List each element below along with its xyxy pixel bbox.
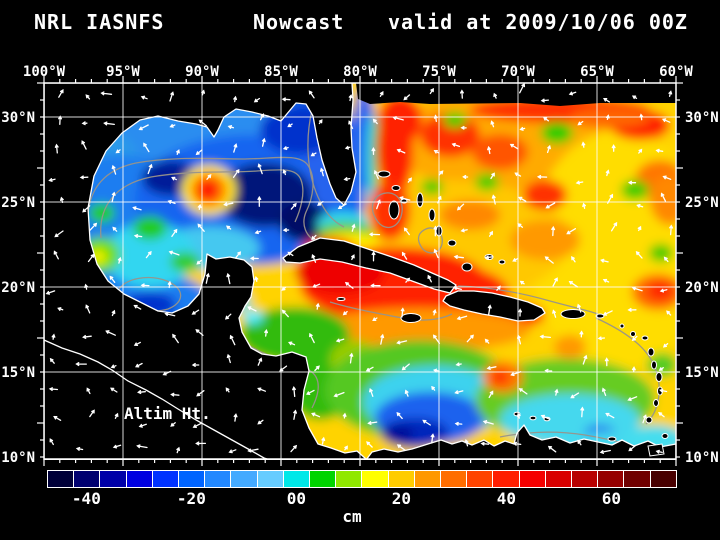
cuba-island [282,237,457,294]
colorbar-cell [572,471,598,487]
lat-tick-label-left: 30°N [1,110,35,126]
colorbar-tick-label: -40 [71,489,101,508]
colorbar-cell [283,471,310,487]
colorbar-tick-label: 60 [601,489,622,508]
model-boundary-mask [356,83,676,106]
lon-tick-label: 100°W [23,64,66,80]
colorbar-cell [467,471,493,487]
colorbar-cell [74,471,100,487]
colorbar-cell [598,471,624,487]
colorbar-cell [362,471,388,487]
lat-tick-label-right: 20°N [685,280,719,296]
lat-tick-label-right: 10°N [685,450,719,466]
colorbar-unit-label: cm [342,507,362,526]
lat-tick-label-right: 30°N [685,110,719,126]
colorbar-cell [310,471,336,487]
lat-tick-label-left: 15°N [1,365,35,381]
lon-tick-label: 90°W [185,64,219,80]
colorbar-cell [545,471,572,487]
colorbar-cell [48,471,74,487]
colorbar-cell [205,471,231,487]
variable-annotation: Altim Ht. [124,404,211,423]
lat-tick-label-right: 25°N [685,195,719,211]
colorbar [47,470,677,488]
jamaica-island [400,313,422,323]
land-layer [44,83,676,460]
valid-time-label: valid at 2009/10/06 00Z [388,10,688,34]
lon-tick-label: 80°W [343,64,377,80]
colorbar-cell [179,471,205,487]
graticule-layer [44,83,676,459]
puerto-rico-island [560,309,586,319]
lesser-antilles-islands [513,313,669,457]
colorbar-cell [519,471,545,487]
lon-tick-label: 65°W [580,64,614,80]
cayman-island [336,297,346,301]
lat-tick-label-left: 20°N [1,280,35,296]
product-name: NRL IASNFS [34,10,165,34]
lon-tick-label: 95°W [106,64,140,80]
colorbar-cell [493,471,519,487]
colorbar-cell [336,471,362,487]
colorbar-cell [126,471,152,487]
colorbar-cell [388,471,414,487]
contour-layer [87,109,660,450]
map-border [43,82,677,460]
colorbar-tick-label: 20 [391,489,412,508]
lat-tick-label-right: 15°N [685,365,719,381]
colorbar-tick-label: 00 [286,489,307,508]
lon-tick-label: 75°W [422,64,456,80]
colorbar-cell [231,471,257,487]
colorbar-tick-label: 40 [496,489,517,508]
colorbar-tick-label: -20 [176,489,206,508]
bahamas-islands [377,170,506,272]
colorbar-cell [441,471,467,487]
lat-tick-label-left: 10°N [1,450,35,466]
colorbar-cell [624,471,650,487]
run-type-label: Nowcast [253,10,345,34]
lon-tick-label: 70°W [501,64,535,80]
colorbar-cell [414,471,441,487]
lon-tick-label: 85°W [264,64,298,80]
current-arrows-layer [45,83,674,454]
colorbar-cell [152,471,179,487]
colorbar-cell [100,471,126,487]
pacific-coastline [44,339,271,460]
axis-labels-layer: 100°W 95°W 90°W 85°W 80°W 75°W 70°W 65°W 60°W 30°… [1,64,718,466]
colorbar-cell [257,471,283,487]
lat-tick-label-left: 25°N [1,195,35,211]
south-america-landmass [365,424,676,460]
lon-tick-label: 60°W [659,64,693,80]
colorbar-cell [650,471,676,487]
